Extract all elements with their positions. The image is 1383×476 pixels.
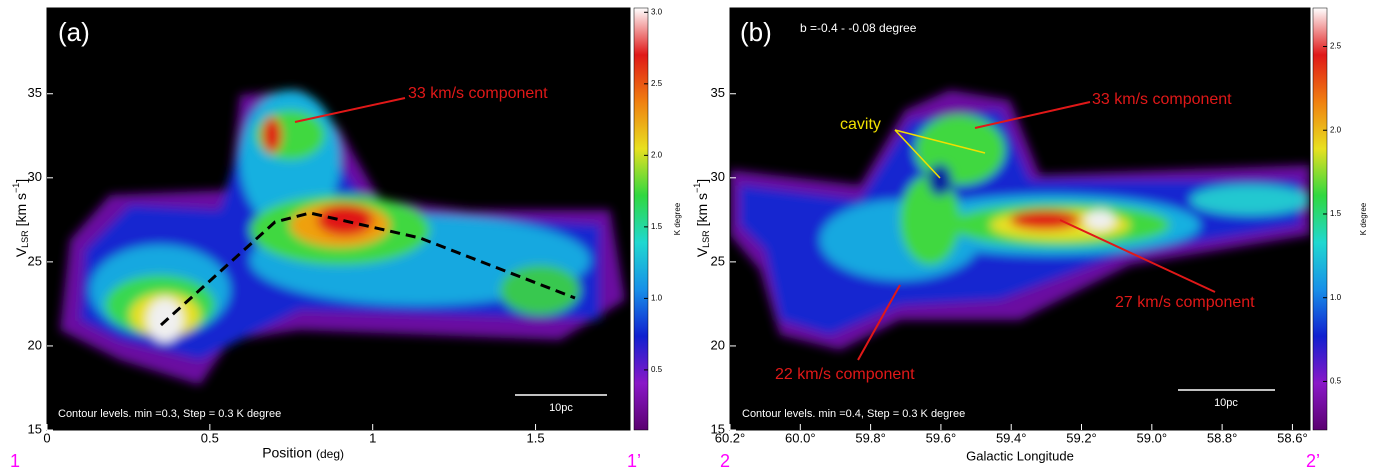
x-tick-label: 59.0°: [1137, 430, 1168, 445]
x-axis-label: Galactic Longitude: [966, 448, 1074, 463]
y-tick-label: 25: [711, 253, 725, 268]
intensity-map: [60, 90, 625, 385]
annotation-arrow: [857, 284, 901, 361]
start-label: 2: [720, 451, 730, 471]
colorbar-tick-label: 2.0: [651, 150, 663, 159]
scale-bar-label: 10pc: [549, 402, 573, 414]
colorbar-label: K degree: [1359, 202, 1368, 235]
y-tick-label: 35: [28, 85, 42, 100]
x-tick-label: 58.6°: [1277, 430, 1308, 445]
x-axis-label: Position: [262, 445, 312, 461]
x-tick-label: 59.2°: [1066, 430, 1097, 445]
colorbar-tick-label: 0.5: [1330, 377, 1342, 386]
x-tick-label: 58.8°: [1207, 430, 1238, 445]
x-tick-label: 0: [43, 430, 50, 445]
y-axis-label: VLSR [km s−1]: [692, 179, 711, 257]
x-tick-label: 59.6°: [926, 430, 957, 445]
colorbar-tick-label: 0.5: [651, 365, 663, 374]
y-tick-label: 25: [28, 253, 42, 268]
plot-frame: [729, 7, 1311, 431]
contour-note: Contour levels. min =0.4, Step = 0.3 K d…: [742, 408, 965, 420]
scale-bar-label: 10pc: [1214, 397, 1238, 409]
x-axis-unit: (deg): [316, 447, 344, 461]
subtitle: b =-0.4 - -0.08 degree: [800, 21, 917, 35]
y-tick-label: 30: [711, 169, 725, 184]
x-tick-label: 60.0°: [785, 430, 816, 445]
velocity-track: [159, 211, 576, 327]
x-tick-label: 1.5: [527, 430, 545, 445]
y-tick-label: 35: [711, 85, 725, 100]
annotation-arrow: [894, 129, 986, 154]
intensity-map: [730, 90, 1310, 350]
x-tick-label: 0.5: [201, 430, 219, 445]
colorbar-tick-label: 1.5: [1330, 209, 1342, 218]
colorbar-label: K degree: [673, 202, 682, 235]
panel-label: (b): [740, 17, 772, 47]
annotation-arrow: [894, 129, 941, 179]
annotation-arrow: [974, 101, 1091, 129]
colorbar-tick-label: 2.5: [1330, 42, 1342, 51]
annotation: 22 km/s component: [775, 366, 915, 383]
y-tick-label: 20: [711, 337, 725, 352]
colorbar-tick-label: 2.0: [1330, 125, 1342, 134]
x-tick-label: 60.2°: [715, 430, 746, 445]
colorbar-tick-label: 3.0: [651, 7, 663, 16]
y-tick-label: 15: [28, 421, 42, 436]
colorbar-tick-label: 1.0: [1330, 293, 1342, 302]
end-label: 1’: [627, 451, 641, 471]
x-tick-label: 1: [369, 430, 376, 445]
start-label: 1: [10, 451, 20, 471]
y-tick-label: 15: [711, 421, 725, 436]
annotation: cavity: [840, 116, 881, 133]
colorbar-tick-label: 1.5: [651, 222, 663, 231]
annotation: 27 km/s component: [1115, 294, 1255, 311]
colorbar-tick-label: 1.0: [651, 294, 663, 303]
contour-note: Contour levels. min =0.3, Step = 0.3 K d…: [58, 408, 281, 420]
annotation: 33 km/s component: [408, 85, 548, 102]
x-tick-label: 59.8°: [855, 430, 886, 445]
x-tick-label: 59.4°: [996, 430, 1027, 445]
y-axis-label: VLSR [km s−1]: [11, 179, 30, 257]
colorbar: [633, 7, 649, 431]
y-tick-label: 30: [28, 169, 42, 184]
panel-label: (a): [58, 17, 90, 47]
annotation-arrow: [1059, 219, 1216, 293]
annotation-arrow: [294, 97, 406, 123]
plot-frame: [46, 7, 631, 431]
colorbar-tick-label: 2.5: [651, 79, 663, 88]
y-tick-label: 20: [28, 337, 42, 352]
annotation: 33 km/s component: [1092, 91, 1232, 108]
end-label: 2’: [1306, 451, 1320, 471]
colorbar: [1312, 7, 1328, 431]
